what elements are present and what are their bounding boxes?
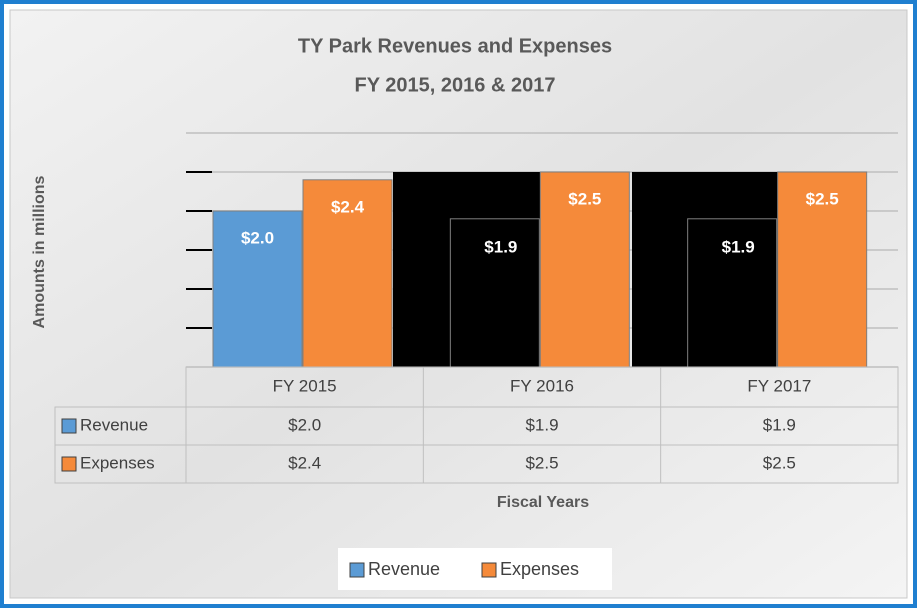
x-tick-label: FY 2016 bbox=[510, 376, 574, 395]
bar bbox=[302, 179, 393, 368]
table-row-label: Expenses bbox=[80, 453, 155, 472]
data-table: FY 2015 $2.0 $2.4 FY 2016 $1.9 $2.5 FY 2017 $1.… bbox=[54, 366, 899, 484]
data-label: $2.4 bbox=[331, 197, 365, 216]
bar bbox=[777, 171, 868, 368]
table-cell: $1.9 bbox=[763, 415, 796, 434]
table-row-label: Revenue bbox=[80, 415, 148, 434]
bar bbox=[449, 218, 540, 368]
legend-label: Revenue bbox=[368, 559, 440, 579]
table-cell: $2.5 bbox=[525, 453, 558, 472]
table-cell: $2.5 bbox=[763, 453, 796, 472]
table-cell: $2.4 bbox=[288, 453, 321, 472]
legend-key bbox=[61, 456, 77, 472]
bar bbox=[687, 218, 778, 368]
data-label: $2.0 bbox=[241, 228, 274, 247]
legend-key bbox=[481, 562, 497, 578]
legend-label: Expenses bbox=[500, 559, 579, 579]
legend-key bbox=[61, 418, 77, 434]
bar bbox=[212, 210, 303, 368]
data-label: $2.5 bbox=[568, 189, 601, 208]
chart-title: TY Park Revenues and Expenses bbox=[298, 35, 612, 57]
table-cell: $1.9 bbox=[525, 415, 558, 434]
data-label: $1.9 bbox=[484, 237, 517, 256]
data-label: $1.9 bbox=[722, 237, 755, 256]
y-axis-label: Amounts in millions bbox=[31, 175, 48, 328]
x-tick-label: FY 2015 bbox=[273, 376, 337, 395]
x-tick-label: FY 2017 bbox=[747, 376, 811, 395]
chart-subtitle: FY 2015, 2016 & 2017 bbox=[355, 74, 556, 96]
data-label: $2.5 bbox=[806, 189, 839, 208]
bar bbox=[539, 171, 630, 368]
legend-box bbox=[338, 548, 612, 590]
bars: $2.0 $1.9 $1.9 $2.4 $2.5 $2.5 bbox=[212, 171, 868, 368]
x-axis-label: Fiscal Years bbox=[497, 494, 589, 511]
legend-key bbox=[349, 562, 365, 578]
table-cell: $2.0 bbox=[288, 415, 321, 434]
